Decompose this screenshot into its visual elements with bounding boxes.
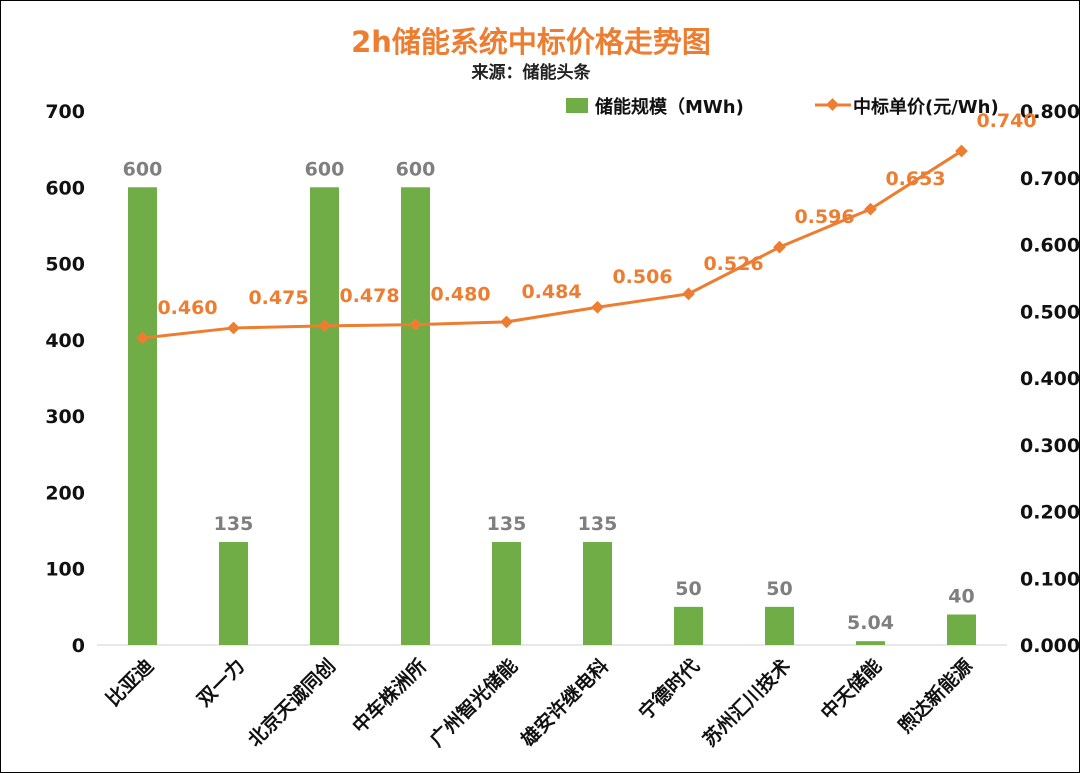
category-label: 中车株洲所 [348,654,431,737]
left-axis-tick-label: 500 [45,254,85,276]
bar-value-label: 600 [396,158,436,180]
legend-line-label: 中标单价(元/Wh) [853,96,999,118]
bar [401,187,430,646]
category-label: 苏州汇川技术 [698,654,795,751]
legend-bar-label: 储能规模（MWh) [594,96,744,118]
bar-value-label: 40 [948,585,974,607]
category-label: 广州智光储能 [425,654,522,751]
bar-value-label: 600 [305,158,345,180]
right-axis: 0.000 0.100 0.200 0.300 0.400 0.500 0.600 0.700… [1020,101,1079,657]
line-point [773,240,786,254]
bar-value-label: 5.04 [847,612,894,634]
bar [947,614,976,645]
line-point [409,318,422,331]
line-point [591,300,604,314]
line-point [136,331,149,345]
bar-value-label: 135 [214,513,254,535]
bar [856,641,885,645]
left-axis: 0 100 200 300 400 500 600 700 [45,101,85,657]
right-axis-tick-label: 0.600 [1020,235,1079,257]
line-value-label: 0.475 [248,287,308,309]
line-value-label: 0.526 [703,253,763,275]
line-labels: 0.460 0.475 0.478 0.480 0.484 0.506 0.526 0.596… [157,110,1036,319]
line-value-label: 0.480 [430,284,490,306]
left-axis-tick-label: 700 [45,101,85,123]
line-series [136,144,968,345]
left-axis-tick-label: 300 [45,406,85,428]
category-labels: 比亚迪 双一力北京天诚同创 中车株洲所广州智光储能雄安许继电科 宁德时代苏州汇川技术中… [102,654,977,752]
bar-labels: 600 135 600 600 135 135 50 50 5.04 40 [123,158,975,634]
right-axis-tick-label: 0.700 [1020,168,1079,190]
bar [583,542,612,645]
right-axis-tick-label: 0.800 [1020,101,1079,123]
legend-bar-swatch [566,98,588,113]
right-axis-tick-label: 0.100 [1020,568,1079,590]
category-label: 双一力 [192,654,249,711]
bars [128,187,976,646]
bar [765,606,794,645]
left-axis-tick-label: 0 [72,635,85,657]
line-point [500,315,513,329]
category-label: 煦达新能源 [894,654,977,737]
category-label: 宁德时代 [634,654,704,724]
left-axis-tick-label: 400 [45,330,85,352]
right-axis-tick-label: 0.200 [1020,502,1079,524]
left-axis-tick-label: 200 [45,482,85,504]
line-value-label: 0.653 [885,168,945,190]
category-label: 北京天诚同创 [243,654,340,751]
bar [310,187,339,646]
legend: 储能规模（MWh) 中标单价(元/Wh) [566,96,999,118]
left-axis-tick-label: 600 [45,177,85,199]
right-axis-tick-label: 0.500 [1020,301,1079,323]
left-axis-tick-label: 100 [45,559,85,581]
bar-value-label: 135 [578,513,618,535]
bar-value-label: 135 [487,513,527,535]
line-value-label: 0.740 [976,110,1036,132]
price-line [142,149,963,340]
right-axis-tick-label: 0.400 [1020,368,1079,390]
line-point [682,287,695,301]
line-point [227,321,240,335]
chart-subtitle: 来源：储能头条 [471,62,592,83]
bar [492,542,521,645]
line-value-label: 0.460 [157,297,217,319]
line-value-label: 0.484 [521,281,581,303]
bar [674,606,703,645]
line-value-label: 0.596 [794,206,854,228]
category-label: 雄安许继电科 [515,654,613,752]
bar [128,187,157,646]
line-point [318,319,331,333]
legend-line-marker [826,98,839,111]
bar-value-label: 50 [766,578,792,600]
bar-value-label: 600 [123,158,163,180]
line-value-label: 0.478 [339,285,399,307]
right-axis-tick-label: 0.000 [1020,635,1079,657]
category-label: 中天储能 [816,654,886,724]
right-axis-tick-label: 0.300 [1020,435,1079,457]
bar [219,542,248,645]
line-value-label: 0.506 [612,266,672,288]
chart-title: 2h储能系统中标价格走势图 [351,25,711,59]
bar-value-label: 50 [675,578,701,600]
category-label: 比亚迪 [102,655,158,711]
